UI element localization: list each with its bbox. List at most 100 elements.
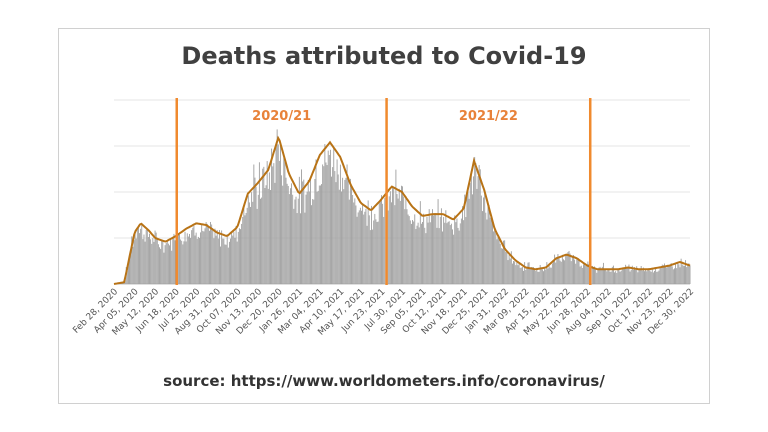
daily-bar <box>632 269 634 284</box>
daily-death-bars <box>114 129 691 284</box>
daily-bar <box>200 232 202 284</box>
daily-bar <box>598 267 600 284</box>
daily-bar <box>527 262 529 284</box>
daily-bar <box>267 188 269 284</box>
daily-bar <box>564 260 566 284</box>
daily-bar <box>584 264 586 284</box>
daily-bar <box>296 213 298 284</box>
daily-bar <box>394 205 396 284</box>
daily-bar <box>631 265 633 284</box>
daily-bar <box>574 259 576 284</box>
daily-bar <box>173 233 175 284</box>
daily-bar <box>304 212 306 284</box>
daily-bar <box>489 217 491 284</box>
daily-bar <box>163 252 165 284</box>
daily-bar <box>328 154 330 284</box>
daily-bar <box>323 166 325 284</box>
daily-bar <box>601 266 603 284</box>
daily-bar <box>238 228 240 284</box>
daily-bar <box>402 186 403 284</box>
daily-bar <box>133 240 135 284</box>
daily-bar <box>644 271 645 284</box>
daily-bar <box>351 186 352 284</box>
daily-bar <box>452 229 453 284</box>
daily-bar <box>305 194 307 284</box>
daily-bar <box>182 244 184 284</box>
daily-bar <box>466 192 468 284</box>
daily-bar <box>547 268 549 284</box>
daily-bar <box>358 210 360 284</box>
daily-bar <box>454 215 456 284</box>
daily-bar <box>494 230 496 284</box>
daily-bar <box>497 234 499 284</box>
daily-bar <box>327 150 329 284</box>
daily-bar <box>440 208 442 284</box>
daily-bar <box>318 185 320 284</box>
daily-bar <box>426 216 428 284</box>
daily-bar <box>460 218 462 284</box>
daily-bar <box>142 239 144 284</box>
daily-bar <box>557 254 559 284</box>
daily-bar <box>680 258 682 284</box>
daily-bar <box>228 241 230 284</box>
daily-bar <box>583 264 584 284</box>
daily-bar <box>415 229 417 284</box>
daily-bar <box>586 264 588 284</box>
daily-bar <box>203 231 205 284</box>
daily-bar <box>595 268 597 284</box>
daily-bar <box>521 267 523 284</box>
daily-bar <box>567 252 569 284</box>
daily-bar <box>685 260 687 284</box>
source-note: source: https://www.worldometers.info/co… <box>163 372 605 390</box>
daily-bar <box>498 238 500 284</box>
daily-bar <box>569 253 571 284</box>
daily-bar <box>525 269 527 284</box>
daily-bar <box>591 265 593 284</box>
daily-bar <box>347 178 349 284</box>
daily-bar <box>573 254 574 284</box>
daily-bar <box>488 204 490 284</box>
daily-bar <box>306 191 308 284</box>
daily-bar <box>635 269 637 284</box>
daily-bar <box>665 265 667 284</box>
daily-bar <box>300 213 301 284</box>
daily-bar <box>556 258 558 284</box>
daily-bar <box>430 215 432 284</box>
daily-bar <box>457 227 459 284</box>
daily-bar <box>147 237 149 284</box>
daily-bar <box>520 267 522 284</box>
daily-bar <box>575 263 577 284</box>
daily-bar <box>467 191 469 284</box>
daily-bar <box>242 217 244 284</box>
daily-bar <box>193 225 195 284</box>
daily-bar <box>413 221 415 284</box>
daily-bar <box>654 270 655 284</box>
daily-bar <box>149 233 150 284</box>
daily-bar <box>642 267 644 284</box>
daily-bar <box>393 187 395 284</box>
daily-bar <box>343 189 345 284</box>
daily-bar <box>410 223 412 284</box>
daily-bar <box>184 231 186 284</box>
daily-bar <box>485 212 487 284</box>
daily-bar <box>437 199 439 284</box>
daily-bar <box>468 198 470 284</box>
daily-bar <box>602 262 604 284</box>
daily-bar <box>234 237 236 284</box>
daily-bar <box>210 221 211 284</box>
daily-bar <box>144 241 146 284</box>
daily-bar <box>266 161 268 284</box>
daily-bar <box>140 228 142 284</box>
daily-bar <box>505 251 507 284</box>
daily-bar <box>487 204 489 284</box>
daily-bar <box>367 200 369 284</box>
daily-bar <box>448 221 450 284</box>
daily-bar <box>596 272 598 284</box>
daily-bar <box>293 208 295 284</box>
daily-bar <box>186 233 188 284</box>
daily-bar <box>313 199 315 284</box>
daily-bar <box>134 232 136 284</box>
daily-bar <box>344 179 346 284</box>
daily-bar <box>508 254 510 284</box>
daily-bar <box>135 238 137 284</box>
